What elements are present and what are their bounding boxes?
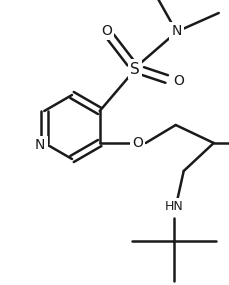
Text: O: O [101,24,112,38]
Text: HN: HN [164,200,183,213]
Text: N: N [35,138,46,152]
Text: N: N [172,24,182,38]
Text: S: S [130,62,140,76]
Text: O: O [132,136,143,150]
Text: O: O [173,74,184,88]
